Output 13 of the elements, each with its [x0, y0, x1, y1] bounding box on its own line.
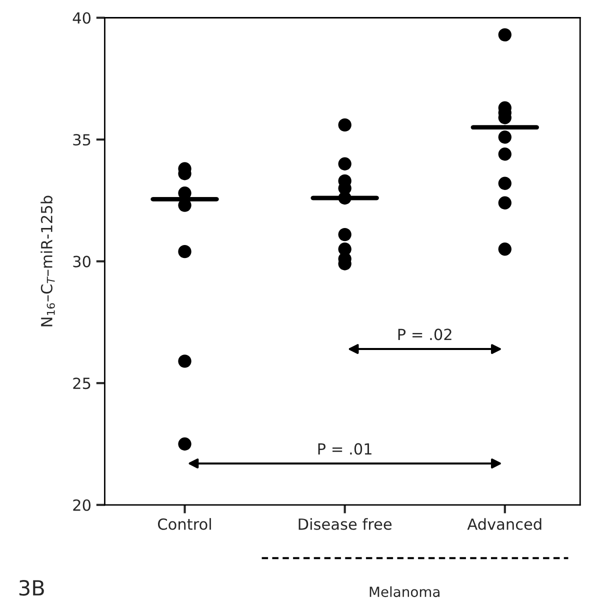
y-tick-label: 25 — [73, 378, 90, 390]
text: Melanoma — [370, 586, 440, 598]
text: 3B — [19, 580, 44, 596]
y-tick-label: 30 — [73, 256, 91, 268]
y-tick-label: 40 — [72, 12, 91, 24]
x-tick-label: Control — [158, 518, 211, 530]
y-tick-label: 35 — [73, 134, 90, 146]
x-tick-label: Disease free — [298, 518, 392, 530]
y-tick-label: 20 — [73, 499, 91, 511]
annotation: P = .01 — [318, 443, 372, 455]
annotation: P = .02 — [398, 328, 452, 340]
y-axis-title: N$_{16}$–C$_{T}$–miR-125b — [40, 196, 55, 326]
x-tick-label: Advanced — [467, 518, 542, 530]
